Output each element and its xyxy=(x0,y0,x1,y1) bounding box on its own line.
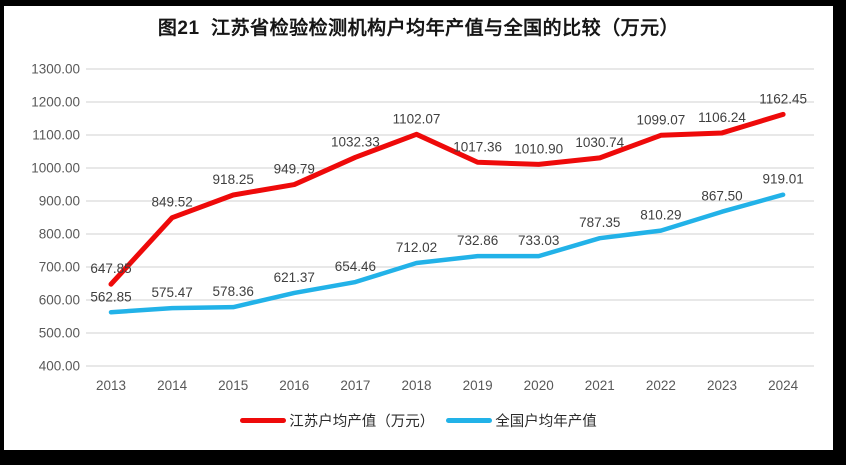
x-tick-label: 2013 xyxy=(96,378,126,393)
data-label-jiangsu: 1099.07 xyxy=(636,112,685,127)
x-tick-label: 2021 xyxy=(585,378,615,393)
data-label-jiangsu: 1017.36 xyxy=(453,139,502,154)
data-label-jiangsu: 1030.74 xyxy=(575,135,624,150)
data-label-jiangsu: 949.79 xyxy=(274,162,315,177)
data-label-jiangsu: 918.25 xyxy=(213,172,254,187)
legend: 江苏户均产值（万元） 全国户均年产值 xyxy=(4,409,833,431)
legend-label-jiangsu: 江苏户均产值（万元） xyxy=(289,413,435,430)
x-tick-label: 2018 xyxy=(401,378,431,393)
chart-canvas: 图21 江苏省检验检测机构户均年产值与全国的比较（万元） 400.00 500.0… xyxy=(4,6,833,450)
data-label-national: 562.85 xyxy=(90,289,131,304)
x-tick-label: 2020 xyxy=(524,378,554,393)
data-label-jiangsu: 1102.07 xyxy=(393,111,441,126)
data-label-jiangsu: 1162.45 xyxy=(759,91,807,106)
data-label-national: 575.47 xyxy=(151,285,192,300)
data-label-jiangsu: 1106.24 xyxy=(698,110,746,125)
x-tick-label: 2017 xyxy=(340,378,370,393)
data-label-jiangsu: 849.52 xyxy=(151,195,192,210)
y-tick-label: 600.00 xyxy=(39,293,80,308)
legend-swatch-national xyxy=(446,417,493,423)
y-tick-label: 1200.00 xyxy=(31,95,80,110)
y-tick-label: 1100.00 xyxy=(32,128,80,143)
series-line-national xyxy=(108,192,786,315)
legend-item-national: 全国户均年产值 xyxy=(446,410,597,431)
data-label-national: 733.03 xyxy=(518,233,559,248)
data-label-national: 654.46 xyxy=(335,259,376,274)
y-tick-label: 800.00 xyxy=(39,227,80,242)
series-line-jiangsu xyxy=(108,111,786,287)
line-chart: 400.00 500.00 600.00 700.00 800.00 900.00 1000… xyxy=(31,62,814,393)
x-tick-label: 2014 xyxy=(157,378,188,393)
legend-swatch-jiangsu xyxy=(240,417,287,423)
legend-item-jiangsu: 江苏户均产值（万元） xyxy=(240,410,434,431)
x-tick-label: 2016 xyxy=(279,378,309,393)
data-label-jiangsu: 1010.90 xyxy=(514,141,563,156)
y-tick-label: 1000.00 xyxy=(31,161,80,176)
x-tick-label: 2023 xyxy=(707,378,737,393)
chart-title: 图21 江苏省检验检测机构户均年产值与全国的比较（万元） xyxy=(157,18,680,39)
legend-label-national: 全国户均年产值 xyxy=(495,413,597,430)
data-label-national: 810.29 xyxy=(640,208,681,223)
data-label-jiangsu: 647.85 xyxy=(90,261,131,276)
data-label-national: 712.02 xyxy=(396,240,437,255)
data-label-national: 919.01 xyxy=(762,172,803,187)
x-tick-label: 2019 xyxy=(463,378,493,393)
y-tick-label: 400.00 xyxy=(39,359,80,374)
x-tick-label: 2022 xyxy=(646,378,676,393)
data-label-national: 732.86 xyxy=(457,233,498,248)
y-tick-label: 500.00 xyxy=(39,326,80,341)
y-tick-label: 900.00 xyxy=(39,194,80,209)
y-tick-label: 700.00 xyxy=(39,260,80,275)
data-label-jiangsu: 1032.33 xyxy=(331,134,380,149)
x-tick-label: 2024 xyxy=(768,378,799,393)
x-tick-label: 2015 xyxy=(218,378,248,393)
data-label-national: 787.35 xyxy=(579,215,620,230)
data-label-national: 578.36 xyxy=(213,284,254,299)
y-tick-label: 1300.00 xyxy=(31,62,80,77)
data-label-national: 867.50 xyxy=(701,189,742,204)
data-label-national: 621.37 xyxy=(274,270,315,285)
